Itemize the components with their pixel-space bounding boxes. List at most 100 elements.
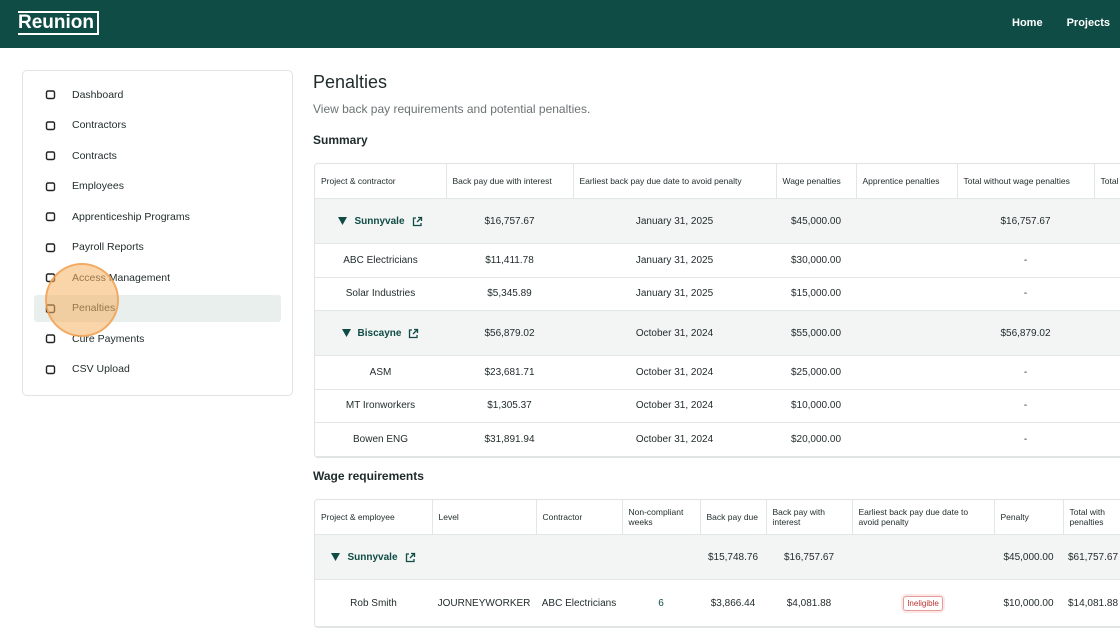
expand-icon[interactable]: [331, 553, 341, 561]
cell-text: $20,000.00: [790, 433, 842, 445]
cell: ASM: [315, 355, 446, 390]
cell: $55,000.00: [776, 310, 856, 356]
cell: Sunnyvale: [315, 534, 432, 580]
cell-text: January 31, 2025: [635, 254, 714, 266]
cell: [432, 534, 536, 580]
cell-text: $11,411.78: [485, 254, 534, 266]
row: ABC Electricians $11,411.78 January 31, 20…: [315, 243, 1120, 278]
cell: $16,757.67: [766, 534, 852, 580]
group-row: Biscayne $56,879.02 October 31, 2024 $55,00…: [315, 310, 1120, 356]
cell: $56,879.02: [957, 310, 1094, 356]
column-header: Non-compliant weeks: [622, 500, 701, 535]
cell: [1094, 277, 1120, 311]
cell-text: $16,757.67: [484, 215, 535, 227]
cell-text: $10,000.00: [1003, 597, 1054, 609]
cell: Ineligible: [852, 579, 994, 627]
column-header: Apprentice penalties: [856, 164, 958, 199]
cell-text: -: [1023, 288, 1028, 300]
cell: [1094, 389, 1120, 423]
cell: [852, 534, 994, 580]
table: Project & contractor Back pay due with in…: [315, 164, 1120, 457]
cell-text: $16,757.67: [1000, 215, 1051, 227]
cell-text: $14,081.88: [1067, 597, 1119, 609]
cell: Sunnyvale: [315, 198, 446, 244]
group-row: Sunnyvale $16,757.67 January 31, 2025 $45,0…: [315, 198, 1120, 244]
cell: -: [957, 277, 1094, 311]
cell: MT Ironworkers: [315, 389, 446, 423]
cell-text: $25,000.00: [790, 366, 842, 378]
cell-text: -: [1023, 400, 1028, 412]
row: Bowen ENG $31,891.94 October 31, 2024 $20,0…: [315, 422, 1120, 457]
table: Project & employee Level Contractor Non-com…: [315, 500, 1120, 627]
cell-text: $23,681.71: [484, 366, 535, 378]
icon: [45, 212, 56, 222]
project-link[interactable]: Biscayne: [357, 327, 402, 339]
cell: [536, 534, 622, 580]
cell-text: January 31, 2025: [635, 215, 714, 227]
external-link[interactable]: [408, 328, 419, 339]
nav-item[interactable]: Contracts: [34, 142, 281, 169]
icon: [45, 181, 56, 191]
nav-link[interactable]: Projects: [1066, 17, 1110, 29]
icon: [45, 364, 56, 374]
cell-text: October 31, 2024: [635, 433, 714, 445]
section-title: Summary: [313, 133, 368, 147]
nav-item[interactable]: CSV Upload: [34, 356, 281, 383]
column-header: Total with penalties: [1063, 500, 1120, 535]
nav-item[interactable]: Dashboard: [34, 81, 281, 108]
cell-text: JOURNEYWORKER: [437, 597, 531, 609]
nav-label: Apprenticeship Programs: [72, 210, 190, 223]
cell: $16,757.67: [446, 198, 573, 244]
nav-item[interactable]: Payroll Reports: [34, 234, 281, 261]
cell-text: $10,000.00: [790, 400, 842, 412]
cell: January 31, 2025: [573, 277, 776, 311]
nav-label: Contractors: [72, 119, 127, 131]
external-link[interactable]: [405, 552, 416, 563]
nav: Home Projects: [1012, 17, 1110, 29]
cell-text: -: [1023, 254, 1028, 266]
cell-text: $30,000.00: [790, 254, 842, 266]
nav-item[interactable]: Contractors: [34, 112, 281, 139]
nav-item[interactable]: Apprenticeship Programs: [34, 203, 281, 230]
cell: January 31, 2025: [573, 198, 776, 244]
column-header: Contractor: [536, 500, 623, 535]
row: Solar Industries $5,345.89 January 31, 202…: [315, 277, 1120, 311]
cell: October 31, 2024: [573, 389, 776, 423]
cell: October 31, 2024: [573, 310, 776, 356]
section-title: Wage requirements: [313, 469, 424, 483]
group-name: Biscayne: [319, 328, 442, 339]
column-header: Back pay due: [700, 500, 767, 535]
external-link[interactable]: [412, 216, 423, 227]
summary-table: Project & contractor Back pay due with in…: [314, 163, 1120, 458]
cell: Rob Smith: [315, 579, 432, 627]
cell: $1,305.37: [446, 389, 573, 423]
column-header: Project & employee: [315, 500, 433, 535]
cell-text[interactable]: 6: [658, 597, 664, 609]
project-link[interactable]: Sunnyvale: [354, 215, 405, 227]
group-row: Sunnyvale $15,748.76 $16,757.67 $45,000.00 $…: [315, 534, 1120, 580]
logo[interactable]: Reunion: [18, 11, 99, 35]
column-header: Back pay with interest: [766, 500, 853, 535]
expand-icon[interactable]: [338, 217, 348, 225]
icon: [45, 151, 56, 161]
group-name: Sunnyvale: [319, 552, 428, 563]
cell: -: [957, 422, 1094, 457]
expand-icon[interactable]: [341, 329, 351, 337]
cell: [1094, 310, 1120, 356]
icon: [45, 242, 56, 252]
cell: -: [957, 389, 1094, 423]
project-link[interactable]: Sunnyvale: [347, 551, 398, 563]
cell-text: $56,879.02: [484, 327, 535, 339]
cell: January 31, 2025: [573, 243, 776, 278]
nav-label: CSV Upload: [72, 363, 130, 375]
cell-text: $1,305.37: [487, 400, 532, 412]
column-header: Level: [432, 500, 537, 535]
cell-text: MT Ironworkers: [345, 400, 416, 412]
nav-link[interactable]: Home: [1012, 17, 1043, 29]
nav-item[interactable]: Employees: [34, 173, 281, 200]
header-row: Project & employee Level Contractor Non-com…: [315, 500, 1120, 535]
icon: [45, 120, 56, 130]
cell: [856, 422, 957, 457]
cell: Bowen ENG: [315, 422, 446, 457]
cell: $23,681.71: [446, 355, 573, 390]
